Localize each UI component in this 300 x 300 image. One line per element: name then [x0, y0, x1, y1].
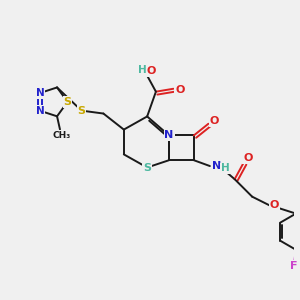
Text: N: N	[164, 130, 174, 140]
Text: S: S	[77, 106, 86, 116]
Text: O: O	[210, 116, 219, 126]
Text: F: F	[290, 261, 298, 271]
Text: S: S	[143, 163, 151, 172]
Text: CH₃: CH₃	[52, 131, 70, 140]
Text: N: N	[36, 106, 44, 116]
Text: N: N	[212, 161, 221, 171]
Text: S: S	[64, 97, 71, 107]
Text: O: O	[175, 85, 184, 95]
Text: O: O	[270, 200, 279, 210]
Text: H: H	[138, 65, 147, 75]
Text: O: O	[147, 66, 156, 76]
Text: O: O	[243, 153, 253, 163]
Text: H: H	[221, 164, 230, 173]
Text: N: N	[36, 88, 44, 98]
